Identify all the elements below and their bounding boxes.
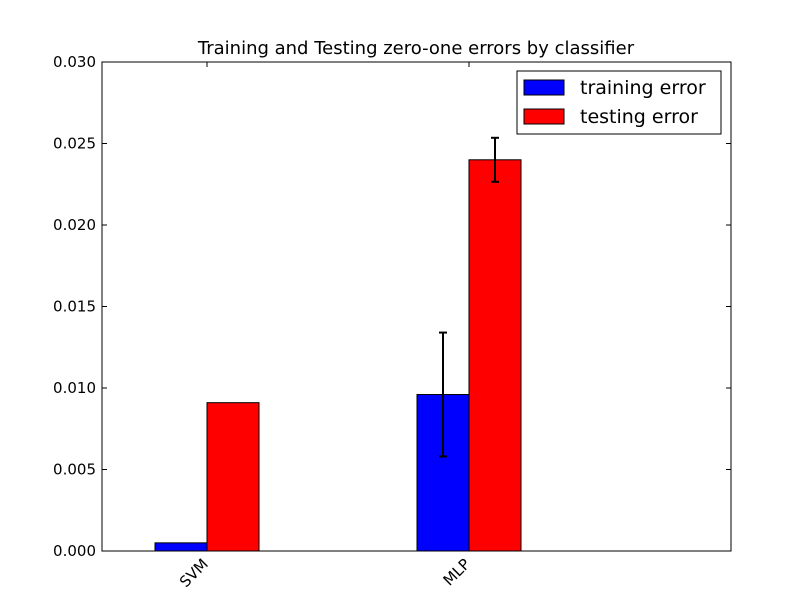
bar-mlp-testing-error	[468, 159, 522, 552]
x-tick-label: MLP	[440, 555, 474, 589]
y-tick-label: 0.020	[53, 216, 96, 234]
y-tick-label: 0.030	[53, 53, 96, 71]
bar-svm-testing-error	[206, 402, 260, 552]
y-tick-label: 0.025	[53, 135, 96, 153]
legend-label: testing error	[580, 106, 698, 128]
y-tick-label: 0.005	[53, 461, 96, 479]
legend-swatch	[523, 108, 565, 125]
y-tick-label: 0.010	[53, 379, 96, 397]
chart-title: Training and Testing zero-one errors by …	[197, 38, 635, 59]
legend-label: training error	[580, 77, 706, 99]
error-bars-layer	[439, 136, 499, 458]
legend-swatch	[523, 79, 565, 96]
y-tick-label: 0.000	[53, 542, 96, 560]
y-tick-label: 0.015	[53, 298, 96, 316]
bars-layer	[154, 159, 522, 552]
bar-svm-training-error	[154, 542, 208, 552]
legend: training error testing error	[516, 70, 722, 135]
y-axis: 0.000 0.005 0.010 0.015 0.020 0.025 0.030	[53, 53, 731, 560]
x-tick-label: SVM	[176, 555, 212, 591]
